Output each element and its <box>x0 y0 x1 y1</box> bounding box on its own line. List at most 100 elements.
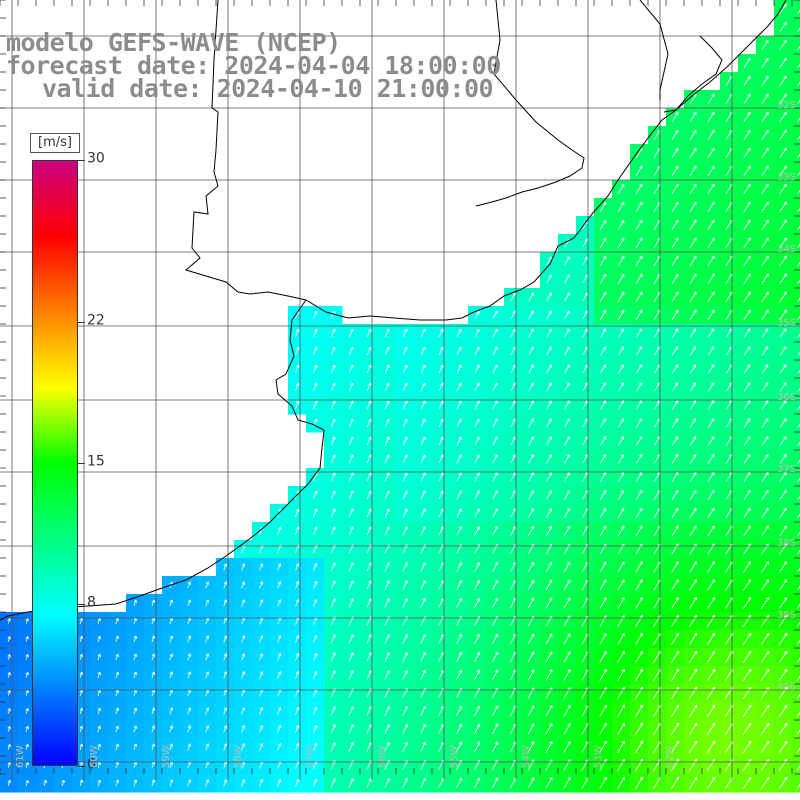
wind-arrow-head <box>693 255 697 258</box>
wind-arrow-head <box>99 618 101 622</box>
wind-arrow <box>295 689 299 697</box>
wind-arrow <box>187 653 191 661</box>
wind-arrow-head <box>440 526 444 529</box>
wind-arrow <box>509 777 517 789</box>
wind-arrow-head <box>711 758 715 761</box>
wind-arrow-head <box>729 400 733 403</box>
wind-arrow-head <box>549 777 553 780</box>
wind-arrow <box>671 291 679 303</box>
wind-arrow <box>670 740 680 754</box>
wind-arrow-head <box>350 742 354 745</box>
wind-arrow <box>545 723 553 735</box>
wind-arrow-head <box>783 561 787 564</box>
wind-arrow-head <box>458 490 462 493</box>
wind-arrow-head <box>295 599 299 602</box>
wind-arrow-head <box>9 690 11 694</box>
wind-arrow <box>133 599 137 607</box>
wind-arrow <box>689 129 697 141</box>
wind-arrow <box>241 689 245 697</box>
wind-arrow <box>779 273 787 285</box>
wind-arrow-head <box>223 653 227 656</box>
wind-arrow <box>761 346 769 356</box>
wind-arrow-head <box>458 472 462 475</box>
wind-arrow-head <box>766 776 770 779</box>
wind-arrow <box>635 776 643 790</box>
wind-arrow-head <box>81 743 83 748</box>
wind-arrow-head <box>783 129 787 132</box>
wind-arrow <box>474 508 480 518</box>
wind-arrow <box>294 364 300 374</box>
wind-arrow <box>761 472 769 482</box>
wind-arrow-head <box>99 779 101 783</box>
wind-arrow-head <box>657 129 661 132</box>
wind-arrow-head <box>115 707 119 711</box>
wind-arrow-head <box>314 526 318 529</box>
wind-arrow <box>797 369 800 374</box>
wind-arrow-head <box>259 635 263 638</box>
wind-arrow-head <box>638 400 642 403</box>
wind-arrow-head <box>548 364 552 367</box>
wind-arrow <box>97 707 101 715</box>
wind-arrow-head <box>548 490 552 493</box>
wind-arrow <box>241 599 245 607</box>
wind-arrow-head <box>476 328 480 332</box>
wind-arrow <box>582 310 588 320</box>
wind-arrow-head <box>81 779 83 783</box>
wind-arrow <box>312 400 318 410</box>
wind-arrow <box>402 562 408 572</box>
wind-arrow-head <box>584 364 588 367</box>
wind-arrow-head <box>295 724 299 728</box>
wind-arrow-head <box>730 704 734 707</box>
wind-arrow <box>779 165 787 177</box>
wind-arrow-head <box>332 508 336 511</box>
wind-arrow-head <box>350 508 354 511</box>
wind-arrow <box>582 238 588 248</box>
wind-arrow <box>564 436 570 446</box>
wind-arrow-head <box>440 418 444 421</box>
wind-arrow <box>205 671 209 679</box>
wind-arrow-head <box>783 328 787 331</box>
wind-arrow-head <box>747 255 751 258</box>
wind-arrow <box>688 686 698 700</box>
wind-arrow-head <box>296 382 299 386</box>
wind-arrow <box>438 472 444 482</box>
wind-cell <box>792 270 800 289</box>
wind-arrow <box>706 668 716 682</box>
wind-arrow-head <box>692 346 696 349</box>
wind-arrow-head <box>368 778 372 781</box>
wind-arrow-head <box>784 668 788 671</box>
wind-arrow-head <box>386 580 390 583</box>
wind-arrow-head <box>765 93 769 96</box>
wind-arrow <box>778 687 788 699</box>
wind-arrow <box>420 364 426 374</box>
wind-arrow <box>599 669 607 681</box>
wind-arrow-head <box>747 346 751 349</box>
wind-arrow <box>169 725 173 733</box>
wind-arrow <box>670 758 680 772</box>
wind-arrow <box>564 400 570 410</box>
wind-arrow-head <box>656 436 660 439</box>
wind-arrow <box>330 778 336 788</box>
wind-arrow <box>635 273 643 285</box>
wind-arrow-head <box>314 400 318 404</box>
wind-arrow-head <box>549 741 553 744</box>
wind-arrow <box>330 382 336 392</box>
wind-arrow-head <box>783 471 787 474</box>
wind-arrow <box>761 436 769 446</box>
wind-arrow <box>330 706 336 716</box>
wind-arrow-head <box>458 400 462 403</box>
wind-arrow <box>151 743 155 751</box>
wind-arrow-head <box>548 472 552 475</box>
wind-arrow-head <box>494 526 498 529</box>
wind-arrow-head <box>711 543 715 546</box>
wind-arrow-head <box>766 758 770 761</box>
wind-arrow <box>779 255 787 267</box>
wind-arrow-head <box>332 400 336 404</box>
wind-arrow-head <box>368 652 372 655</box>
wind-arrow <box>760 668 770 682</box>
wind-arrow <box>563 687 571 699</box>
wind-arrow <box>707 93 715 105</box>
wind-arrow-head <box>784 686 788 689</box>
wind-arrow <box>707 237 715 249</box>
wind-cell <box>792 774 800 793</box>
